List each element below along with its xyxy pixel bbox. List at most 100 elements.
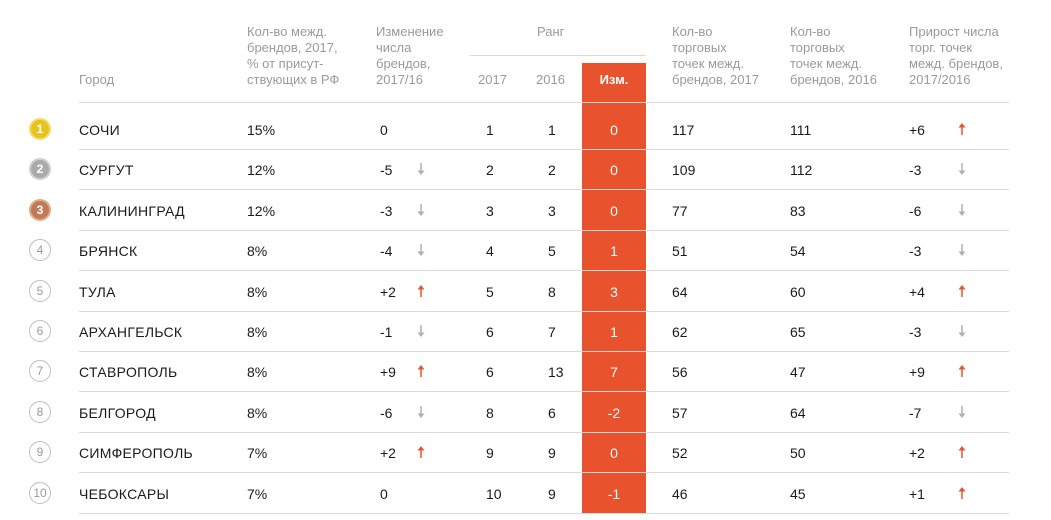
points-2016: 60 [790, 283, 806, 300]
rank-change: 0 [610, 445, 618, 462]
points-2016: 65 [790, 324, 806, 340]
header-points-growth: Прирост числа торг. точек межд. брендов,… [909, 24, 1003, 87]
points-growth: +1 [909, 485, 925, 502]
rank-2016: 5 [548, 243, 556, 260]
header-divider [79, 102, 1009, 103]
points-2017: 117 [672, 122, 695, 138]
brand-share: 7% [247, 445, 268, 462]
table-row: 8 БЕЛГОРОД 8% -6 8 6 -2 57 64 -7 [0, 393, 1051, 433]
rank-2017: 10 [486, 485, 502, 502]
rank-2016: 8 [548, 283, 556, 300]
city-name: СТАВРОПОЛЬ [79, 364, 178, 381]
rank-2017: 2 [486, 162, 494, 179]
points-2017: 57 [672, 404, 688, 421]
brand-change: 0 [380, 485, 388, 502]
arrow-down-icon [416, 243, 426, 257]
rank-badge: 6 [29, 320, 51, 342]
arrow-down-icon [416, 203, 426, 217]
rank-badge: 8 [29, 400, 51, 423]
points-2017: 64 [672, 283, 688, 300]
arrow-up-icon [957, 364, 967, 378]
rank-badge: 3 [29, 198, 51, 221]
row-divider [79, 351, 1009, 352]
rank-change: 1 [610, 243, 618, 260]
city-name: БЕЛГОРОД [79, 404, 156, 421]
header-brand-change: Изменение числа брендов, 2017/16 [376, 24, 444, 87]
arrow-up-icon [416, 284, 426, 298]
rank-2017: 1 [486, 122, 494, 138]
table-row: 3 КАЛИНИНГРАД 12% -3 3 3 0 77 83 -6 [0, 191, 1051, 231]
rank-2016: 7 [548, 324, 556, 340]
rank-change: 0 [610, 122, 618, 138]
arrow-down-icon [416, 405, 426, 419]
brand-change: -6 [380, 404, 393, 421]
table-row: 5 ТУЛА 8% +2 5 8 3 64 60 +4 [0, 272, 1051, 312]
brand-change: +2 [380, 283, 396, 300]
points-2016: 112 [790, 162, 813, 179]
header-rank: Ранг [537, 24, 565, 39]
rank-badge: 7 [29, 360, 51, 383]
points-2016: 54 [790, 243, 806, 260]
points-growth: -3 [909, 162, 922, 179]
header-rank-2016: 2016 [536, 72, 565, 87]
city-name: БРЯНСК [79, 243, 138, 260]
table-row: 1 СОЧИ 15% 0 1 1 0 117 111 +6 [0, 110, 1051, 150]
brand-change: -1 [380, 324, 393, 340]
rank-2017: 6 [486, 364, 494, 381]
row-divider [79, 189, 1009, 191]
rank-change: -1 [607, 485, 621, 502]
rank-change: 3 [610, 283, 618, 300]
points-2016: 64 [790, 404, 806, 421]
points-growth: +9 [909, 364, 925, 381]
points-growth: -3 [909, 324, 922, 340]
brand-share: 12% [247, 202, 276, 219]
city-name: КАЛИНИНГРАД [79, 202, 185, 219]
rank-badge: 1 [29, 118, 51, 140]
city-name: СИМФЕРОПОЛЬ [79, 445, 194, 462]
rank-2016: 9 [548, 445, 556, 462]
brand-change: +2 [380, 445, 396, 462]
points-2016: 50 [790, 445, 806, 462]
rank-2016: 1 [548, 122, 556, 138]
points-growth: +4 [909, 283, 925, 300]
brand-share: 12% [247, 162, 276, 179]
table-row: 4 БРЯНСК 8% -4 4 5 1 51 54 -3 [0, 231, 1051, 272]
row-divider [79, 472, 1009, 474]
brand-share: 8% [247, 324, 268, 340]
table-row: 10 ЧЕБОКСАРЫ 7% 0 10 9 -1 46 45 +1 [0, 474, 1051, 514]
rank-change-column-highlight [582, 63, 646, 514]
row-divider [79, 270, 1009, 272]
arrow-up-icon [957, 445, 967, 459]
brand-share: 15% [247, 122, 276, 138]
rank-badge: 5 [29, 279, 51, 302]
brand-change: 0 [380, 122, 388, 138]
row-divider [79, 512, 1009, 514]
rank-2016: 2 [548, 162, 556, 179]
rank-2017: 3 [486, 202, 494, 219]
header-points-2016: Кол-во торговых точек межд. брендов, 201… [790, 24, 877, 87]
points-2016: 83 [790, 202, 806, 219]
brand-change: +9 [380, 364, 396, 381]
rank-2017: 8 [486, 404, 494, 421]
row-divider [79, 229, 1009, 231]
arrow-down-icon [957, 203, 967, 217]
arrow-up-icon [957, 486, 967, 500]
brand-change: -4 [380, 243, 393, 260]
points-growth: +6 [909, 122, 925, 138]
table-row: 7 СТАВРОПОЛЬ 8% +9 6 13 7 56 47 +9 [0, 352, 1051, 393]
header-city: Город [79, 72, 115, 87]
points-2017: 77 [672, 202, 688, 219]
rank-change: 0 [610, 202, 618, 219]
arrow-down-icon [416, 162, 426, 176]
row-divider [79, 149, 1009, 150]
city-name: СОЧИ [79, 122, 120, 138]
brand-share: 8% [247, 404, 268, 421]
points-2017: 56 [672, 364, 688, 381]
rank-2016: 6 [548, 404, 556, 421]
rank-change: -2 [607, 404, 621, 421]
arrow-up-icon [957, 122, 967, 136]
points-growth: -7 [909, 404, 922, 421]
rank-badge: 2 [29, 158, 51, 181]
arrow-up-icon [416, 445, 426, 459]
city-name: ТУЛА [79, 283, 116, 300]
